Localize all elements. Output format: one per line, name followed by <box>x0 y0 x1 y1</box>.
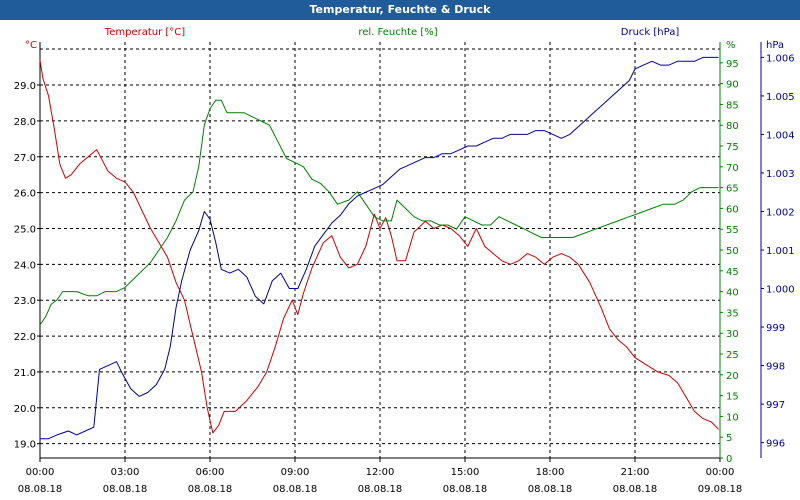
humidity-tick-label: 45 <box>726 267 739 278</box>
x-tick-date-label: 08.08.18 <box>358 484 403 495</box>
pressure-tick-label: 1.000 <box>766 285 795 296</box>
legend-temperature: Temperatur [°C] <box>104 27 185 38</box>
pressure-tick-label: 1.002 <box>766 207 795 218</box>
legend-humidity: rel. Feuchte [%] <box>358 27 437 38</box>
pressure-tick-label: 1.003 <box>766 169 795 180</box>
pressure-tick-label: 996 <box>766 439 785 450</box>
temperature-tick-label: 26.0 <box>14 189 36 200</box>
humidity-tick-label: 55 <box>726 225 739 236</box>
pressure-tick-label: 1.004 <box>766 130 795 141</box>
temperature-tick-label: 20.0 <box>14 404 36 415</box>
humidity-tick-label: 85 <box>726 100 739 111</box>
x-tick-time-label: 12:00 <box>366 467 395 478</box>
humidity-tick-label: 80 <box>726 121 739 132</box>
x-tick-date-label: 08.08.18 <box>528 484 573 495</box>
pressure-tick-label: 1.005 <box>766 92 795 103</box>
humidity-tick-label: 50 <box>726 246 739 257</box>
temperature-tick-label: 22.0 <box>14 332 36 343</box>
x-tick-time-label: 09:00 <box>281 467 310 478</box>
humidity-tick-label: 30 <box>726 329 739 340</box>
x-tick-date-label: 08.08.18 <box>18 484 63 495</box>
temperature-tick-label: 25.0 <box>14 224 36 235</box>
pressure-unit-label: hPa <box>766 40 784 51</box>
humidity-unit-label: % <box>726 40 736 51</box>
humidity-tick-label: 10 <box>726 412 739 423</box>
humidity-tick-label: 90 <box>726 80 739 91</box>
temperature-tick-label: 21.0 <box>14 368 36 379</box>
humidity-tick-label: 40 <box>726 288 739 299</box>
temperature-tick-label: 27.0 <box>14 153 36 164</box>
pressure-tick-label: 998 <box>766 362 785 373</box>
pressure-tick-label: 1.001 <box>766 246 795 257</box>
temperature-tick-label: 19.0 <box>14 440 36 451</box>
legend-pressure: Druck [hPa] <box>621 27 680 38</box>
x-tick-time-label: 21:00 <box>621 467 650 478</box>
pressure-tick-label: 999 <box>766 323 785 334</box>
humidity-tick-label: 70 <box>726 163 739 174</box>
temperature-tick-label: 29.0 <box>14 81 36 92</box>
x-tick-date-label: 08.08.18 <box>273 484 318 495</box>
x-tick-date-label: 08.08.18 <box>443 484 488 495</box>
x-tick-time-label: 03:00 <box>111 467 140 478</box>
x-tick-date-label: 08.08.18 <box>103 484 148 495</box>
temperature-tick-label: 28.0 <box>14 117 36 128</box>
pressure-tick-label: 997 <box>766 400 785 411</box>
x-tick-date-label: 09.08.18 <box>698 484 743 495</box>
temperature-tick-label: 23.0 <box>14 296 36 307</box>
chart-title: Temperatur, Feuchte & Druck <box>0 0 800 20</box>
x-tick-time-label: 00:00 <box>706 467 735 478</box>
humidity-tick-label: 35 <box>726 308 739 319</box>
x-tick-time-label: 06:00 <box>196 467 225 478</box>
series-line-humidity <box>39 99 719 326</box>
humidity-tick-label: 0 <box>726 454 732 465</box>
temperature-tick-label: 24.0 <box>14 260 36 271</box>
temperature-unit-label: °C <box>25 40 37 51</box>
humidity-tick-label: 75 <box>726 142 739 153</box>
x-tick-time-label: 18:00 <box>536 467 565 478</box>
x-tick-time-label: 15:00 <box>451 467 480 478</box>
humidity-tick-label: 60 <box>726 204 739 215</box>
humidity-tick-label: 15 <box>726 392 739 403</box>
humidity-tick-label: 20 <box>726 371 739 382</box>
pressure-tick-label: 1.006 <box>766 53 795 64</box>
humidity-tick-label: 95 <box>726 59 739 70</box>
humidity-tick-label: 25 <box>726 350 739 361</box>
x-tick-date-label: 08.08.18 <box>188 484 233 495</box>
x-tick-time-label: 00:00 <box>26 467 55 478</box>
x-tick-date-label: 08.08.18 <box>613 484 658 495</box>
humidity-tick-label: 65 <box>726 184 739 195</box>
series-line-pressure <box>40 56 719 440</box>
humidity-tick-label: 5 <box>726 433 732 444</box>
series-line-temperature <box>39 59 719 434</box>
